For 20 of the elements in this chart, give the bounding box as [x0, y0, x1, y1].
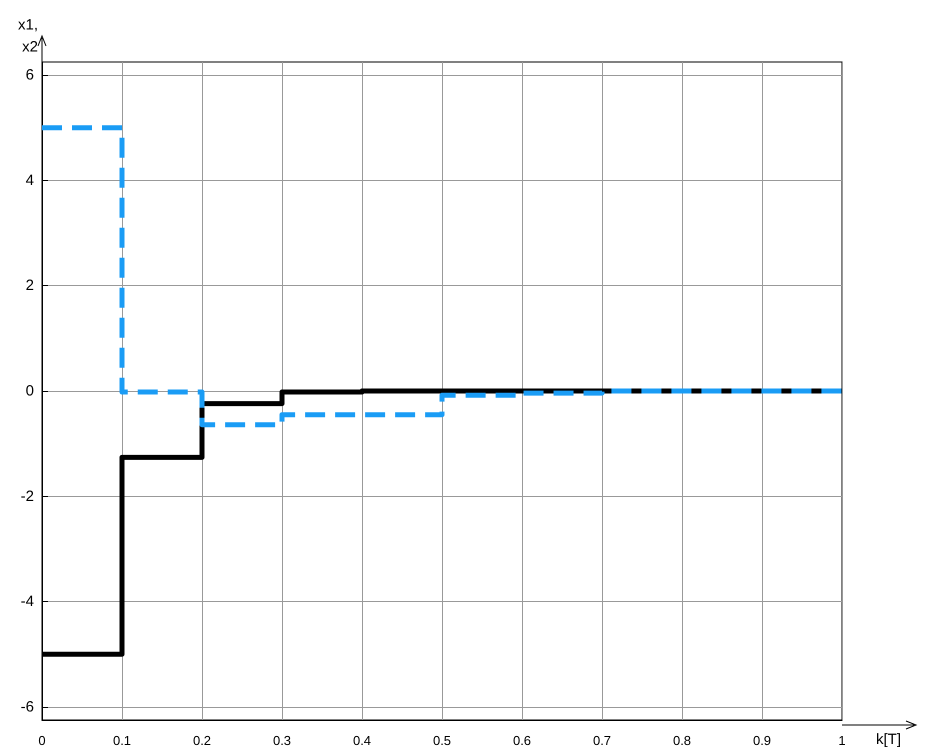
x-tick-label: 0.9: [752, 733, 772, 748]
x-tick-label: 0.1: [112, 733, 132, 748]
y-tick-label: 2: [26, 277, 34, 294]
x-axis-title: k[T]: [876, 731, 901, 748]
x-tick-label: 0.7: [592, 733, 612, 748]
x-tick-label: 0.4: [352, 733, 372, 748]
x-tick-label: 0: [38, 733, 46, 748]
x-tick-label: 0.3: [272, 733, 292, 748]
x-tick-label: 0.2: [192, 733, 212, 748]
y-tick-label: 6: [26, 66, 34, 84]
y-axis-title: x1, x2: [18, 16, 38, 56]
x-tick-label: 0.8: [672, 733, 692, 748]
x-tick-label: 0.6: [512, 733, 532, 748]
y-tick-label: 4: [26, 172, 34, 189]
x-tick-label: 1: [838, 733, 846, 748]
y-tick-label: 0: [26, 382, 34, 400]
y-tick-label: -6: [20, 698, 34, 716]
y-tick-label: -4: [20, 593, 34, 610]
x-tick-label: 0.5: [432, 733, 452, 748]
y-tick-label: -2: [20, 488, 34, 505]
